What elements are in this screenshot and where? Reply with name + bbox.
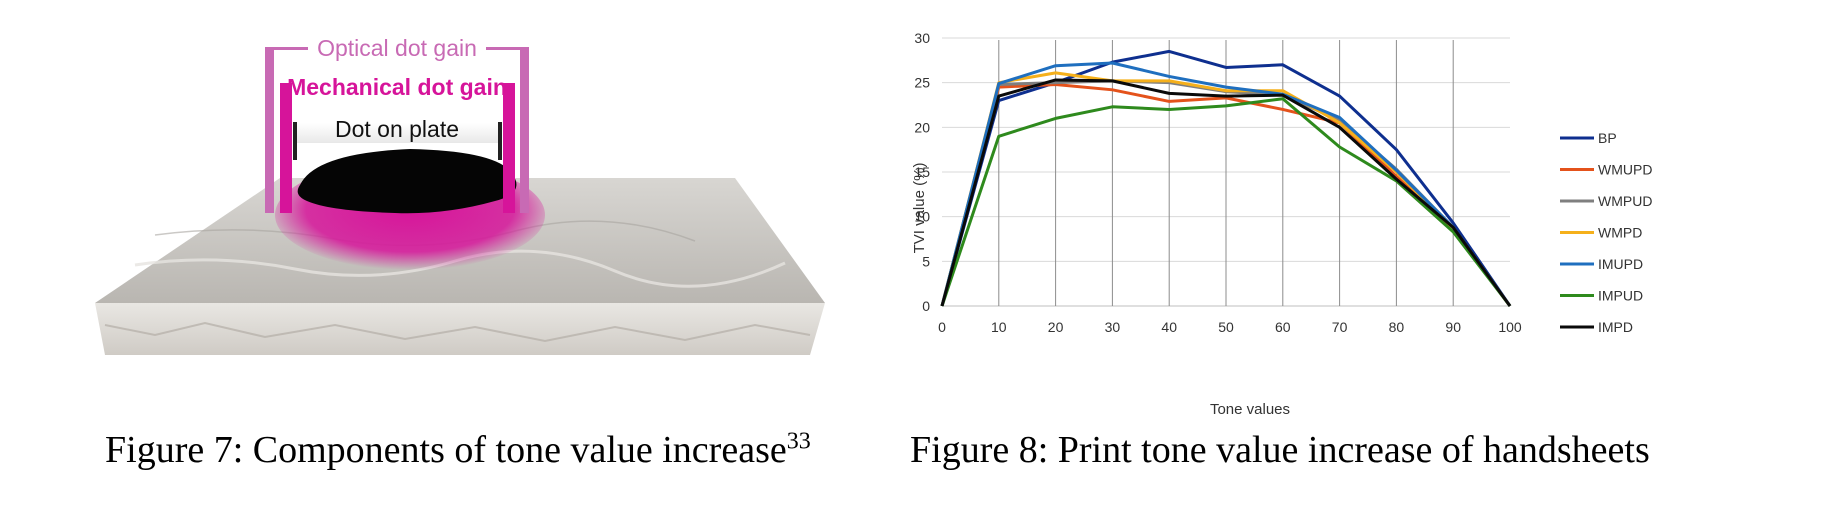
- y-tick-label: 10: [914, 209, 930, 225]
- y-tick-label: 25: [914, 75, 930, 91]
- legend-label-wmpud: WMPUD: [1598, 193, 1652, 209]
- y-tick-label: 0: [922, 298, 930, 314]
- legend-label-impud: IMPUD: [1598, 288, 1643, 304]
- legend-label-bp: BP: [1598, 130, 1617, 146]
- tvi-line-chart: 0 5 10 15 20 25 30 0 10 20 30 40 50 60 70 80 90 100 BP WMU…: [911, 30, 1652, 418]
- x-tick-label: 40: [1161, 319, 1177, 335]
- x-tick-label: 70: [1332, 319, 1348, 335]
- x-tick-label: 50: [1218, 319, 1234, 335]
- x-tick-label: 0: [938, 319, 946, 335]
- y-tick-label: 30: [914, 30, 930, 46]
- y-tick-label: 20: [914, 119, 930, 135]
- dot-gain-diagram: Optical dot gain Mechanical dot gain Dot…: [95, 35, 825, 355]
- figure-7-caption-text: Figure 7: Components of tone value incre…: [105, 429, 787, 471]
- x-tick-label: 90: [1445, 319, 1461, 335]
- mechanical-dot-gain-label: Mechanical dot gain: [287, 74, 507, 100]
- x-tick-label: 60: [1275, 319, 1291, 335]
- legend: BP WMUPD WMPUD WMPD IMUPD IMPUD IMPD: [1560, 130, 1652, 335]
- dot-on-plate-label: Dot on plate: [335, 116, 459, 142]
- x-tick-label: 80: [1389, 319, 1405, 335]
- tick-labels: 0 5 10 15 20 25 30 0 10 20 30 40 50 60 70 80 90 100: [914, 30, 1521, 335]
- series-lines: [940, 49, 1512, 307]
- x-tick-label: 100: [1498, 319, 1522, 335]
- series-line-bp: [940, 49, 1512, 307]
- y-tick-label: 5: [922, 253, 930, 269]
- x-tick-label: 10: [991, 319, 1007, 335]
- legend-label-wmupd: WMUPD: [1598, 162, 1652, 178]
- series-line-impd: [940, 78, 1512, 307]
- series-line-impud: [940, 97, 1512, 307]
- series-line-imupd: [940, 61, 1512, 307]
- x-tick-label: 20: [1048, 319, 1064, 335]
- x-tick-label: 30: [1105, 319, 1121, 335]
- legend-label-imupd: IMUPD: [1598, 256, 1643, 272]
- legend-label-wmpd: WMPD: [1598, 225, 1642, 241]
- ink-dot: [297, 149, 517, 214]
- figure-8-chart: 0 5 10 15 20 25 30 0 10 20 30 40 50 60 70 80 90 100 BP WMU…: [900, 18, 1780, 438]
- y-tick-label: 15: [914, 164, 930, 180]
- legend-label-impd: IMPD: [1598, 319, 1633, 335]
- x-axis-label: Tone values: [1210, 401, 1290, 418]
- figure-8-caption: Figure 8: Print tone value increase of h…: [910, 429, 1650, 471]
- optical-dot-gain-label: Optical dot gain: [317, 35, 477, 61]
- figure-7-caption: Figure 7: Components of tone value incre…: [105, 428, 811, 472]
- figure-7-citation: 33: [786, 428, 811, 455]
- y-axis-label: TVI value (%): [911, 163, 928, 254]
- figure-7-illustration: Optical dot gain Mechanical dot gain Dot…: [95, 25, 865, 425]
